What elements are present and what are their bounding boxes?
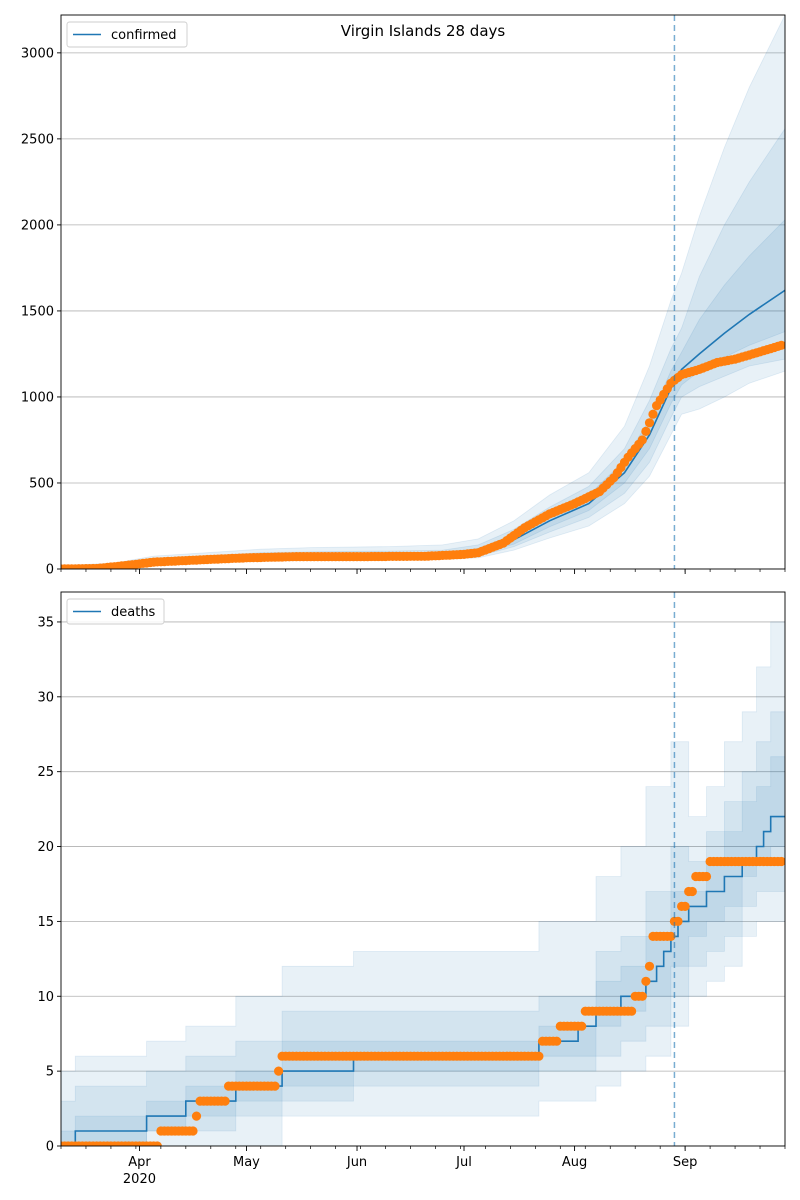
observed-point [644,418,655,428]
y-tick-label: 0 [46,1140,54,1155]
x-tick-label: Apr [128,1155,151,1170]
uncertainty-band [61,756,785,1146]
observed-point [637,991,647,1001]
observed-point [641,426,651,436]
y-tick-label: 1000 [21,390,54,405]
x-tick-label: May [233,1155,260,1170]
axes-frame [60,14,786,570]
observed-point [577,1021,587,1031]
chart-title: Virgin Islands 28 days [341,22,506,40]
observed-point [666,931,676,942]
observed-point [644,961,655,971]
y-tick-label: 10 [37,990,54,1005]
panel-confirmed-plot-area [61,15,785,569]
observed-point [270,1081,280,1091]
x-year-label: 2020 [123,1172,156,1187]
observed-point [627,1006,637,1016]
observed-point [534,1051,544,1061]
observed-point [637,435,647,445]
observed-point [188,1126,198,1136]
x-tick-label: Jul [455,1155,472,1170]
y-tick-label: 15 [37,915,54,930]
y-tick-label: 20 [37,840,54,855]
legend-box [66,598,165,625]
x-tick-label: Jun [346,1155,367,1170]
y-tick-label: 2000 [21,218,54,233]
y-tick-label: 500 [29,476,54,491]
observed-point [776,856,785,867]
uncertainty-band [61,696,785,1146]
observed-point [220,1096,230,1106]
observed-point [776,340,785,350]
y-tick-label: 25 [37,765,54,780]
y-tick-label: 30 [37,690,54,705]
y-tick-label: 35 [37,615,54,630]
observed-point [648,409,658,419]
panel-deaths-plot-area [61,592,785,1146]
observed-point [552,1036,562,1046]
legend-label: confirmed [111,28,177,43]
observed-point [680,901,690,912]
y-tick-label: 2500 [21,132,54,147]
observed-point [701,871,712,882]
y-tick-label: 0 [46,563,54,578]
model-line-deaths [61,815,785,1146]
y-tick-label: 3000 [21,46,54,61]
legend-label: deaths [111,605,156,620]
observed-point [673,916,683,927]
legend-deaths: deaths [66,598,165,625]
observed-point [191,1111,202,1121]
axes-frame [60,591,786,1147]
uncertainty-band [61,219,785,569]
observed-point [274,1066,284,1076]
y-tick-label: 5 [46,1065,54,1080]
uncertainty-band [61,127,785,569]
x-tick-label: Aug [562,1155,587,1170]
observed-point [152,1141,162,1146]
observed-point [687,886,697,897]
y-tick-label: 1500 [21,304,54,319]
legend-confirmed: confirmed [66,21,188,48]
x-tick-label: Sep [673,1155,698,1170]
observed-point [641,976,651,986]
uncertainty-band [61,15,785,569]
legend-box [66,21,188,48]
